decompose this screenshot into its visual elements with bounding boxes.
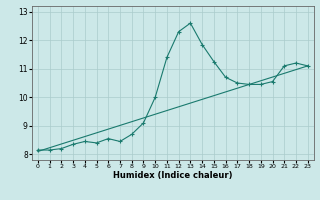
X-axis label: Humidex (Indice chaleur): Humidex (Indice chaleur): [113, 171, 233, 180]
